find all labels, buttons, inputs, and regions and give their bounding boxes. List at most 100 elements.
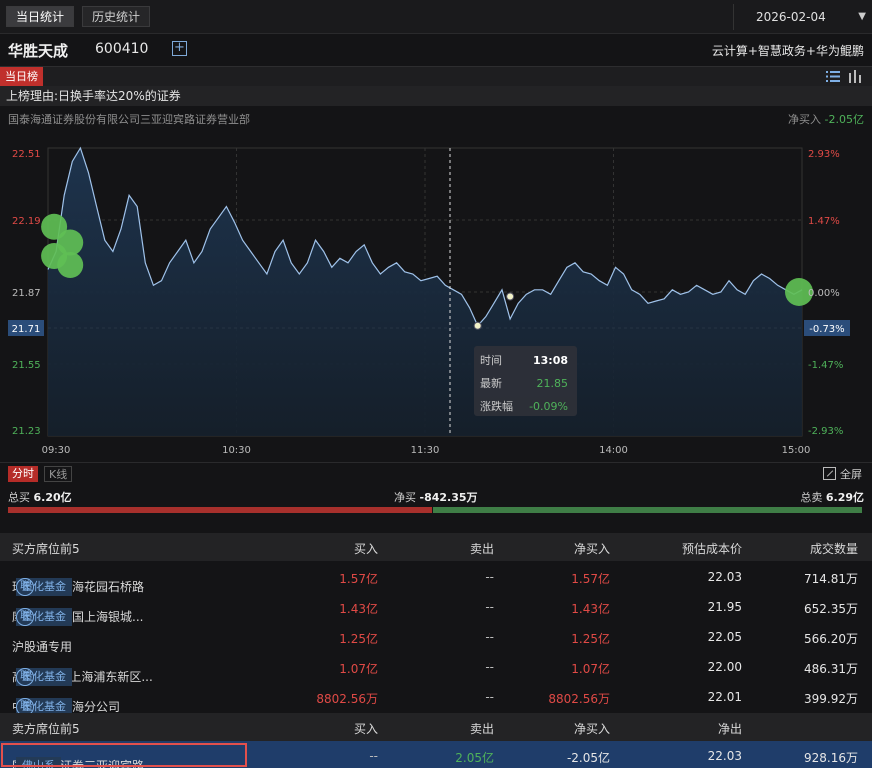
buy-cell: 1.07亿 bbox=[339, 662, 378, 676]
time-tick-label: 15:00 bbox=[782, 445, 811, 456]
sell-cell: -- bbox=[485, 600, 494, 614]
pct-tick-label: -1.47% bbox=[808, 360, 843, 371]
current-pct-badge bbox=[804, 320, 850, 336]
price-tick-label: 22.19 bbox=[12, 216, 41, 227]
total-buy: 总买 6.20亿 bbox=[8, 489, 72, 505]
total-net-label: 净买 bbox=[394, 491, 416, 504]
sell-cell: -- bbox=[485, 570, 494, 584]
bar-view-icon[interactable] bbox=[848, 70, 862, 83]
time-tick-label: 09:30 bbox=[42, 445, 71, 456]
sell-cell: -- bbox=[485, 630, 494, 644]
price-tick-label: 21.23 bbox=[12, 426, 41, 437]
net-label: 净买入 bbox=[788, 113, 822, 126]
sell-cell: -- bbox=[485, 690, 494, 704]
sell-header-out: 净出 bbox=[717, 722, 742, 736]
table-row[interactable]: 高盛(中国)上海浦东新区... 量化基金联 1.07亿 -- 1.07亿 22.00 486… bbox=[0, 652, 872, 686]
seat-trade-marker bbox=[57, 252, 84, 278]
table-row[interactable]: 中信证券上海分公司量化基金联8802.56万--8802.56万22.01399… bbox=[0, 682, 872, 716]
sell-ratio-bar bbox=[433, 507, 862, 513]
buy-header-cost: 预估成本价 bbox=[681, 542, 742, 556]
seat-trade-marker bbox=[785, 278, 813, 306]
table-row[interactable]: 瑞银证券上海花园石桥路 量化基金联 1.57亿 -- 1.57亿 22.03 714.81万 bbox=[0, 562, 872, 596]
sell-header-buy: 买入 bbox=[353, 722, 378, 736]
total-net: 净买 -842.35万 bbox=[394, 489, 478, 505]
totals-row: 总买 6.20亿 净买 -842.35万 总卖 6.29亿 bbox=[0, 486, 872, 506]
net-cell: 1.43亿 bbox=[571, 602, 610, 616]
stock-header: 华胜天成 600410 + 云计算+智慧政务+华为鲲鹏 bbox=[0, 34, 872, 66]
add-watchlist-icon[interactable]: + bbox=[172, 41, 187, 56]
total-sell-value: 6.29亿 bbox=[825, 491, 864, 504]
tooltip-value: -0.09% bbox=[529, 400, 568, 413]
seat-trade-marker bbox=[41, 213, 68, 240]
price-area bbox=[48, 148, 802, 436]
table-row[interactable]: 摩根大通中国上海银城... 量化基金联 1.43亿 -- 1.43亿 21.95 652.3… bbox=[0, 592, 872, 626]
buy-cell: 1.57亿 bbox=[339, 572, 378, 586]
tab-kline[interactable]: K线 bbox=[44, 466, 73, 482]
tooltip-label: 涨跌幅 bbox=[480, 399, 513, 413]
chart-tooltip bbox=[474, 346, 577, 416]
selected-seat-highlight bbox=[1, 743, 247, 767]
tab-today-stats[interactable]: 当日统计 bbox=[6, 6, 75, 27]
buy-cell: 1.43亿 bbox=[339, 602, 378, 616]
list-view-icon[interactable] bbox=[826, 70, 840, 83]
linked-icon[interactable]: 联 bbox=[16, 668, 34, 686]
volume-cell: 566.20万 bbox=[804, 632, 858, 646]
cost-cell: 22.00 bbox=[707, 660, 742, 674]
fullscreen-label: 全屏 bbox=[840, 468, 862, 481]
seat-name-text: 国泰海通证券三亚迎宾路 bbox=[12, 759, 145, 768]
seat-tag[interactable]: 佛山系 bbox=[16, 757, 61, 768]
linked-icon[interactable]: 联 bbox=[16, 578, 34, 596]
chart-tabs: 分时 K线 全屏 bbox=[0, 462, 872, 484]
net-cell: 1.57亿 bbox=[571, 572, 610, 586]
sell-header-net: 净买入 bbox=[573, 722, 610, 736]
cost-cell: 22.03 bbox=[707, 570, 742, 584]
seat-name: 国泰海通证券股份有限公司三亚迎宾路证券营业部 bbox=[8, 113, 250, 126]
sell-header-sell: 卖出 bbox=[469, 722, 494, 736]
volume-cell: 652.35万 bbox=[804, 602, 858, 616]
net-cell: 1.07亿 bbox=[571, 662, 610, 676]
pct-tick-label: 0.00% bbox=[808, 288, 840, 299]
time-tick-label: 10:30 bbox=[222, 445, 251, 456]
volume-cell: 399.92万 bbox=[804, 692, 858, 706]
list-badge[interactable]: 当日榜 bbox=[0, 67, 43, 87]
buy-header-sell: 卖出 bbox=[469, 542, 494, 556]
price-point-marker bbox=[506, 292, 515, 301]
list-bar: 当日榜 bbox=[0, 66, 872, 87]
linked-icon[interactable]: 联 bbox=[16, 608, 34, 626]
cost-cell: 22.01 bbox=[707, 690, 742, 704]
pct-tick-label: 2.93% bbox=[808, 149, 840, 160]
tab-history-stats[interactable]: 历史统计 bbox=[82, 6, 151, 27]
table-row[interactable]: 国泰海通证券三亚迎宾路 佛山系 -- 2.05亿 -2.05亿 22.03 928.16万 bbox=[0, 741, 872, 768]
current-price-badge bbox=[8, 320, 44, 336]
sell-cell: -- bbox=[485, 660, 494, 674]
pct-tick-label: 1.47% bbox=[808, 216, 840, 227]
buy-cell: 1.25亿 bbox=[339, 632, 378, 646]
buy-header-net: 净买入 bbox=[573, 542, 610, 556]
tooltip-value: 21.85 bbox=[537, 377, 569, 390]
cost-cell: 22.03 bbox=[707, 749, 742, 763]
cost-cell: 21.95 bbox=[707, 600, 742, 614]
date-selector[interactable]: 2026-02-04 ▼ bbox=[733, 4, 872, 30]
cost-cell: 22.05 bbox=[707, 630, 742, 644]
buy-header-volume: 成交数量 bbox=[809, 542, 858, 556]
tooltip-value: 13:08 bbox=[533, 354, 568, 367]
fullscreen-button[interactable]: 全屏 bbox=[823, 466, 862, 482]
table-row[interactable]: 沪股通专用 1.25亿 -- 1.25亿 22.05 566.20万 bbox=[0, 622, 872, 654]
time-tick-label: 14:00 bbox=[599, 445, 628, 456]
tooltip-label: 最新 bbox=[480, 376, 502, 390]
buy-ratio-bar bbox=[8, 507, 432, 513]
intraday-chart[interactable]: 22.51 22.19 21.87 21.55 21.23 2.93% 1.47% 0.00%… bbox=[0, 128, 872, 462]
stock-concepts: 云计算+智慧政务+华为鲲鹏 bbox=[711, 44, 864, 58]
net-value: -2.05亿 bbox=[824, 113, 864, 126]
seat-net-buy: 净买入 -2.05亿 bbox=[788, 111, 864, 127]
time-tick-label: 11:30 bbox=[411, 445, 440, 456]
top-bar: 当日统计 历史统计 2026-02-04 ▼ bbox=[0, 0, 872, 34]
buy-header-seat: 买方席位前5 bbox=[12, 542, 80, 556]
total-buy-value: 6.20亿 bbox=[33, 491, 72, 504]
tab-intraday[interactable]: 分时 bbox=[8, 466, 38, 482]
total-sell: 总卖 6.29亿 bbox=[800, 489, 864, 505]
total-net-value: -842.35万 bbox=[419, 491, 478, 504]
sell-header-seat: 卖方席位前5 bbox=[12, 722, 80, 736]
volume-cell: 928.16万 bbox=[804, 751, 858, 765]
chevron-down-icon: ▼ bbox=[858, 11, 866, 22]
